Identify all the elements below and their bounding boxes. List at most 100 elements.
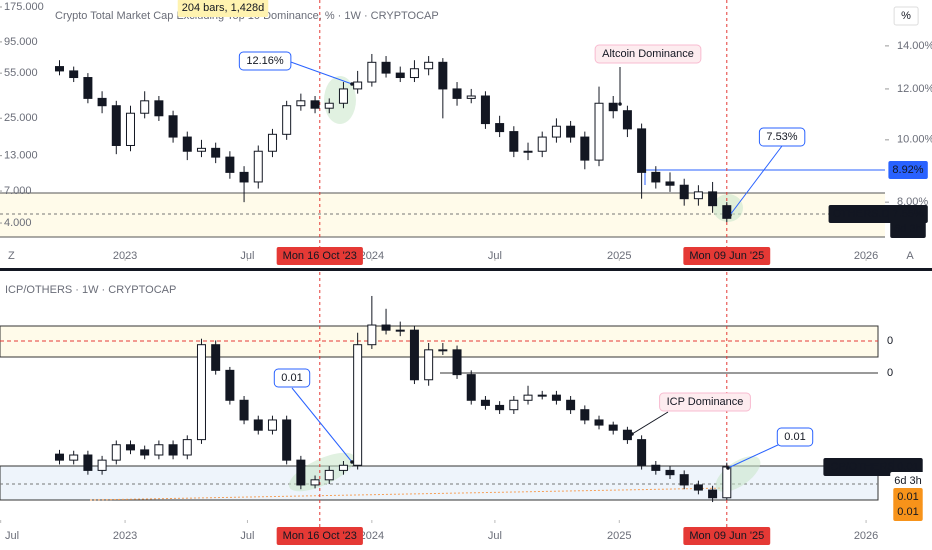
x-tick-label: 2026 [854, 530, 878, 542]
price-label: 0 [887, 367, 893, 379]
candle-body [353, 81, 363, 90]
candle-body [438, 349, 448, 352]
candle-body [296, 100, 306, 107]
candle-body [509, 399, 519, 411]
range-box [0, 325, 879, 358]
y2-tick-label: 95.000 [4, 36, 38, 48]
candle-body [225, 369, 235, 401]
candle-body [679, 184, 689, 200]
candle-body [154, 444, 164, 456]
candle-body [722, 466, 732, 499]
x-tick-label: Jul [5, 530, 19, 542]
candle-body [622, 429, 632, 441]
candle-body [495, 123, 505, 133]
candle-body [480, 95, 490, 125]
candle-body [551, 125, 561, 138]
candle-body [708, 191, 718, 207]
annotation: Altcoin Dominance [602, 48, 694, 60]
callout-dot [350, 82, 354, 86]
last-price-label: 7.55% [892, 208, 923, 220]
candle-body [523, 150, 533, 153]
candle-body [637, 128, 647, 173]
candle-body [54, 453, 64, 461]
candle-body [665, 469, 675, 476]
level-label: 8.92% [892, 164, 923, 176]
highlight [288, 452, 356, 492]
candle-body [168, 115, 178, 138]
y-tick-label: 10.00% [897, 134, 932, 146]
candle-body [693, 484, 703, 491]
bars-info-box [177, 0, 269, 17]
candle-body [395, 72, 405, 79]
annotation: ICP Dominance [667, 396, 744, 408]
annotation: 7.53% [766, 131, 797, 143]
callout-line [727, 443, 781, 469]
price-label: 0 [887, 335, 893, 347]
candle-body [154, 100, 164, 117]
countdown-label-box [890, 220, 926, 238]
x-tick-label: 2023 [113, 250, 137, 262]
callout-dot [728, 213, 732, 217]
crosshair-label: Mon 09 Jun '25 [689, 530, 764, 542]
candle-body [409, 68, 419, 79]
last-price-label-box [888, 205, 928, 223]
countdown-label: 6d 3h [894, 475, 922, 487]
candle-body [182, 439, 192, 456]
y2-tick-label: 55.000 [4, 67, 38, 79]
x-tick-label: 2024 [360, 250, 384, 262]
price-label: 0.01 [897, 491, 918, 503]
callout-dot [630, 432, 634, 436]
annotation-box [659, 392, 751, 412]
crosshair-label-box [683, 247, 771, 265]
pane-title: ICP/OTHERS · 1W · CRYPTOCAP [5, 284, 176, 296]
x-tick-label: 2024 [360, 530, 384, 542]
candle-body [722, 205, 732, 219]
crosshair-label: Mon 16 Oct '23 [283, 250, 357, 262]
candle-body [310, 479, 320, 486]
candle-body [367, 61, 377, 83]
candle-body [566, 399, 576, 411]
candle-body [637, 439, 647, 466]
price-label-box [893, 503, 923, 521]
candle-body [125, 112, 135, 146]
candle-body [381, 61, 391, 74]
y-tick-label: 12.00% [897, 83, 932, 95]
candle-body [140, 100, 150, 114]
x-tick-label: 2023 [113, 530, 137, 542]
candle-body [310, 100, 320, 109]
axis-unit-box [893, 6, 919, 26]
candle-body [69, 70, 79, 79]
candle-body [551, 394, 561, 401]
callout-line [287, 60, 353, 85]
crosshair-label-box [683, 527, 771, 545]
candle-body [83, 454, 93, 471]
candle-body [622, 110, 632, 130]
candle-body [97, 97, 107, 107]
crosshair-label-box [276, 527, 363, 545]
annotation: 0.01 [784, 431, 805, 443]
candle-body [69, 454, 79, 461]
candle-body [424, 349, 434, 381]
candle-body [239, 171, 249, 183]
callout-dot [618, 102, 622, 106]
price-label-box [893, 488, 923, 506]
candle-body [111, 105, 121, 146]
crosshair-label: Mon 16 Oct '23 [283, 530, 357, 542]
candle-body [537, 394, 547, 397]
candle-body [211, 344, 221, 371]
symbol-label: OTHERS.D [833, 208, 890, 220]
y2-tick-label: 175.000 [4, 1, 44, 13]
candle-body [523, 394, 533, 401]
candle-body [253, 150, 263, 183]
candle-body [253, 419, 263, 431]
candle-body [381, 324, 391, 331]
candle-body [54, 66, 64, 72]
annotation-box [238, 51, 292, 71]
candle-body [580, 409, 590, 421]
annotation: 12.16% [246, 55, 284, 67]
x-tick-label: Jul [240, 530, 254, 542]
symbol-label: ICP/OTHERS [827, 461, 894, 473]
candle-body [83, 77, 93, 99]
candle-body [480, 399, 490, 406]
